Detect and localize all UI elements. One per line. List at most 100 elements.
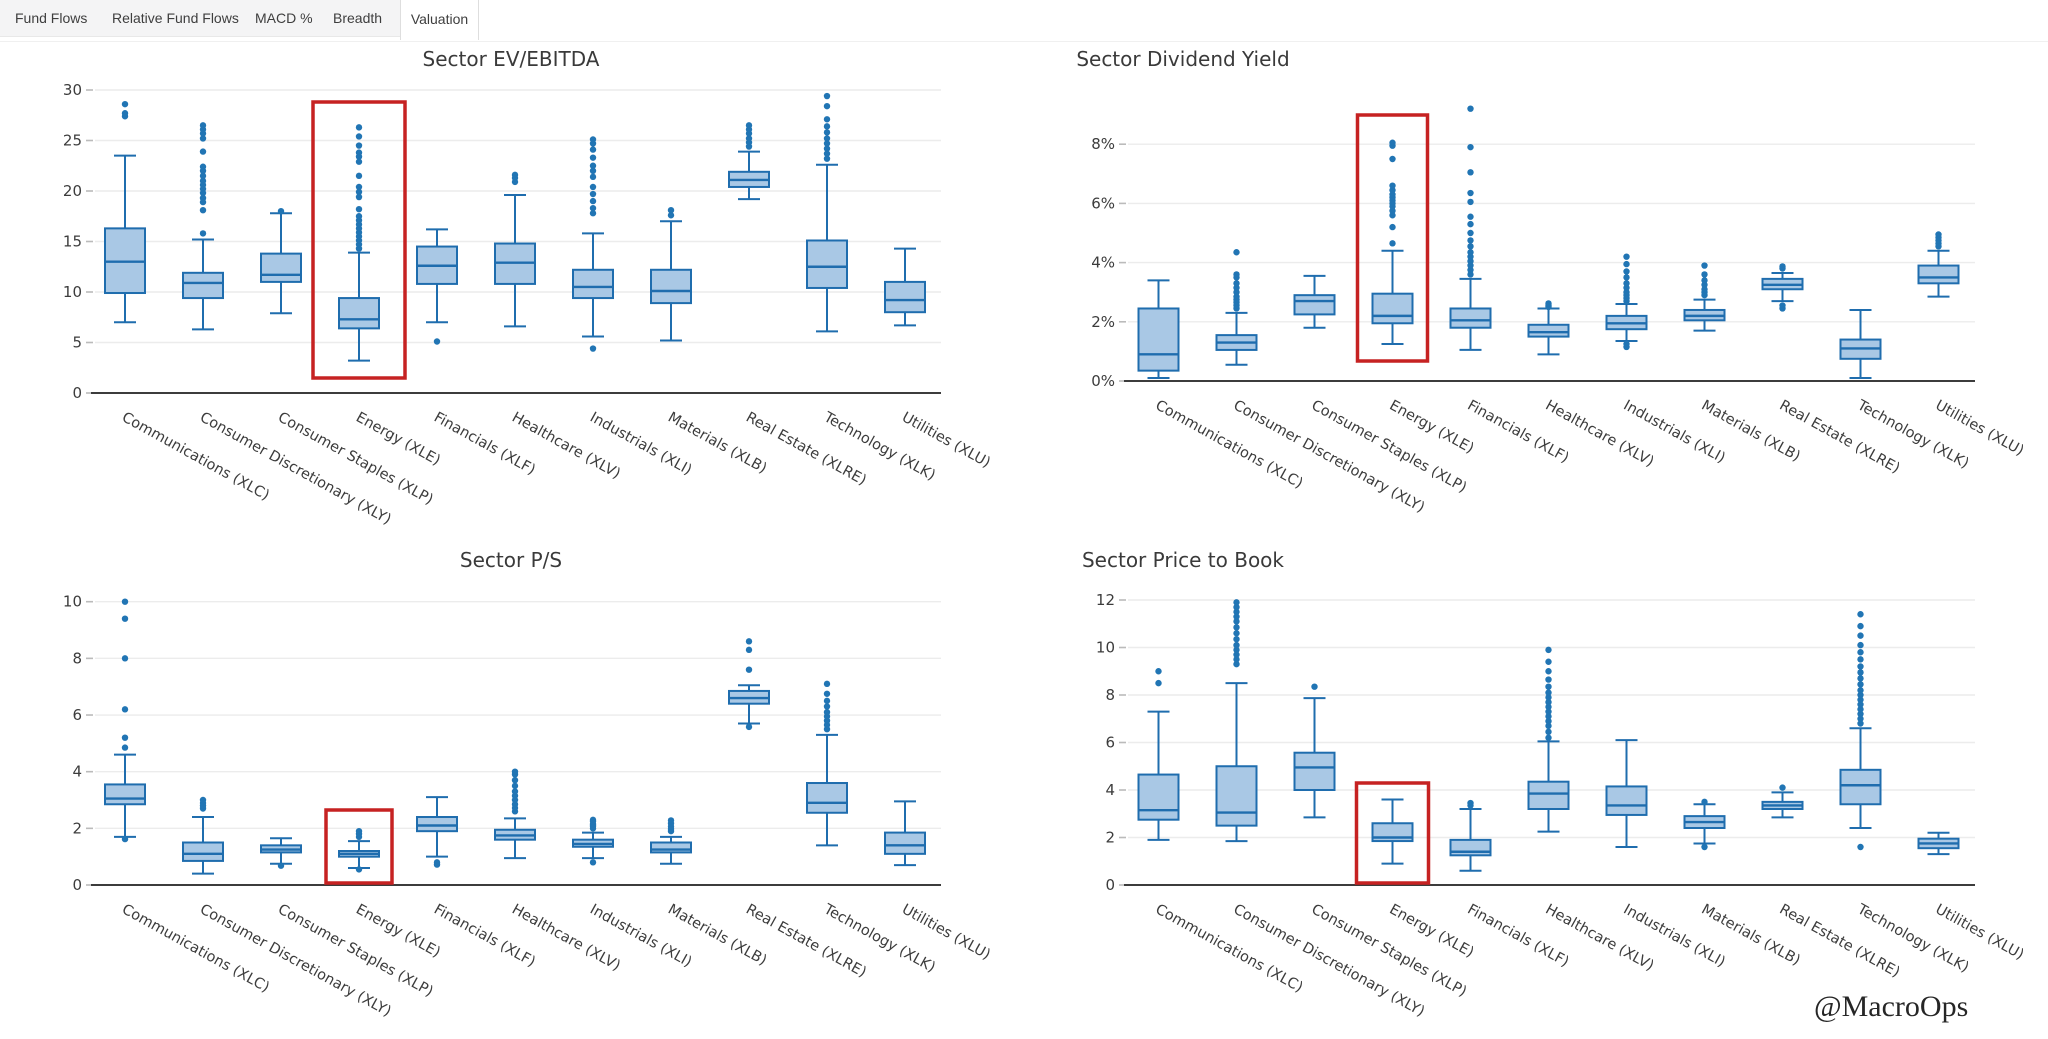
y-tick-label: 15 — [63, 233, 82, 251]
outlier-point — [1857, 656, 1864, 663]
outlier-point — [1623, 274, 1630, 281]
boxplot-Industrials (XLI) — [572, 816, 614, 866]
outlier-point — [589, 859, 597, 866]
outlier-point — [1233, 613, 1240, 620]
box — [1839, 768, 1882, 806]
outlier-point — [1233, 608, 1240, 616]
tab-fund-flows[interactable]: Fund Flows — [15, 10, 88, 26]
outlier-point — [589, 162, 597, 169]
outlier-point — [1467, 220, 1474, 228]
y-tick-label: 0 — [72, 876, 82, 894]
boxplot-Communications (XLC) — [1137, 668, 1180, 841]
box — [182, 271, 224, 300]
outlier-point — [1623, 253, 1630, 260]
boxplot-Industrials (XLI) — [1605, 253, 1648, 351]
outlier-point — [1233, 284, 1240, 291]
y-tick-label: 12 — [1096, 591, 1115, 609]
boxplot-Real Estate (XLRE) — [1761, 784, 1804, 819]
y-tick-label: 6% — [1091, 194, 1115, 212]
box — [1449, 307, 1492, 329]
boxplot-Materials (XLB) — [1683, 798, 1726, 851]
outlier-point — [823, 92, 831, 100]
box — [1137, 773, 1180, 821]
outlier-point — [589, 204, 597, 212]
outlier-point — [1545, 676, 1552, 683]
outlier-point — [1233, 249, 1240, 256]
outlier-point — [1233, 651, 1240, 658]
outlier-point — [1233, 624, 1240, 631]
chart-title: Sector P/S — [460, 548, 562, 572]
outlier-point — [1467, 105, 1474, 112]
outlier-point — [1233, 603, 1240, 611]
outlier-point — [121, 734, 129, 741]
x-axis-label: Communications (XLC) — [1153, 398, 1306, 492]
outlier-point — [1545, 728, 1552, 736]
tab-valuation[interactable]: Valuation — [400, 0, 479, 40]
outlier-point — [355, 149, 363, 156]
outlier-point — [355, 213, 363, 220]
outlier-point — [1857, 687, 1864, 694]
outlier-point — [1935, 231, 1942, 238]
boxplot-Financials (XLF) — [1449, 799, 1492, 872]
boxplot-Financials (XLF) — [416, 228, 458, 345]
highlight-rect-price-to-book — [1354, 781, 1431, 885]
outlier-point — [823, 703, 831, 710]
outlier-point — [1779, 302, 1786, 309]
outlier-point — [1545, 722, 1552, 730]
box — [650, 841, 692, 854]
y-tick-label: 0 — [72, 384, 82, 402]
box — [1137, 307, 1180, 372]
tab-relative-fund-flows[interactable]: Relative Fund Flows — [112, 10, 239, 26]
outlier-point — [1467, 262, 1474, 269]
outlier-point — [121, 598, 129, 605]
outlier-point — [1389, 139, 1396, 146]
outlier-point — [589, 190, 597, 198]
x-axis-label: Communications (XLC) — [1153, 902, 1306, 996]
outlier-point — [1623, 340, 1630, 348]
boxplot-Technology (XLK) — [806, 680, 848, 847]
outlier-point — [1233, 641, 1240, 649]
outlier-point — [1779, 784, 1786, 791]
boxplot-Technology (XLK) — [1839, 611, 1882, 851]
outlier-point — [1623, 289, 1630, 296]
outlier-point — [199, 177, 207, 185]
boxplot-Consumer Discretionary (XLY) — [1215, 599, 1258, 843]
outlier-point — [1857, 669, 1864, 676]
boxplot-Communications (XLC) — [1137, 279, 1180, 380]
outlier-point — [1857, 641, 1864, 649]
outlier-point — [1545, 646, 1552, 654]
boxplot-Utilities (XLU) — [1917, 831, 1960, 856]
outlier-point — [667, 206, 675, 214]
chart-title: Sector EV/EBITDA — [423, 47, 600, 71]
boxplot-Healthcare (XLV) — [494, 171, 536, 328]
outlier-point — [1545, 703, 1552, 711]
outlier-point — [1233, 280, 1240, 287]
box — [416, 816, 458, 833]
outlier-point — [1233, 635, 1240, 643]
outlier-point — [589, 146, 597, 153]
box — [1293, 751, 1336, 792]
outlier-point — [1857, 706, 1864, 713]
boxplot-Consumer Staples (XLP) — [1293, 274, 1336, 329]
outlier-point — [277, 862, 285, 869]
outlier-point — [1467, 237, 1474, 244]
outlier-point — [745, 638, 753, 645]
outlier-point — [1545, 698, 1552, 706]
tab-breadth[interactable]: Breadth — [333, 10, 383, 26]
tab-macd-percent[interactable]: MACD % — [255, 10, 313, 26]
outlier-point — [589, 183, 597, 191]
outlier-point — [511, 171, 519, 179]
tab-strip-background — [0, 0, 400, 37]
outlier-point — [1389, 240, 1396, 247]
outlier-point — [355, 172, 363, 180]
outlier-point — [823, 150, 831, 157]
y-tick-label: 8 — [72, 649, 82, 667]
box — [1527, 780, 1570, 810]
boxplot-Healthcare (XLV) — [1527, 300, 1570, 356]
boxplot-Industrials (XLI) — [1605, 739, 1648, 848]
outlier-point — [1857, 710, 1864, 718]
tab-bar: Fund Flows Relative Fund Flows MACD % Br… — [0, 0, 2048, 42]
boxplot-Utilities (XLU) — [1917, 231, 1960, 298]
outlier-point — [1623, 268, 1630, 275]
